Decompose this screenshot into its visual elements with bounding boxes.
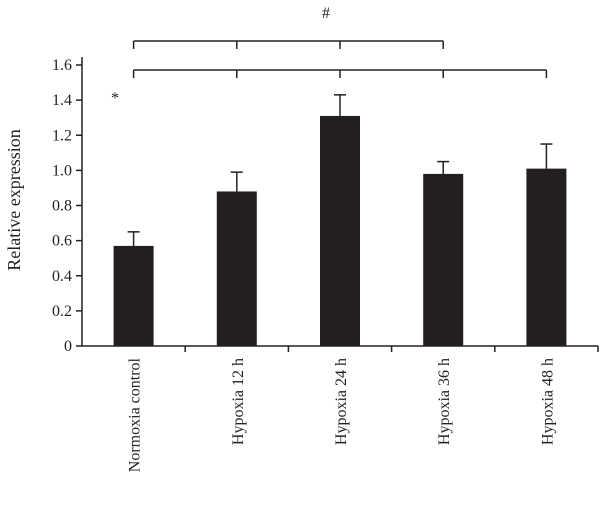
bar	[526, 168, 567, 346]
bar	[113, 245, 154, 346]
plot-area: 0 0.2 0.4 0.6 0.8 1.0 1.2 1.4 1.6 Normoxia contro…	[52, 40, 599, 472]
hash-annotation: #	[322, 5, 330, 22]
x-tick-label: Hypoxia 48 h	[539, 358, 556, 445]
star-annotation: *	[111, 90, 119, 107]
x-tick-label: Normoxia control	[127, 357, 144, 472]
y-tick-label: 0.4	[52, 268, 72, 285]
x-tick-label: Hypoxia 12 h	[230, 358, 247, 445]
y-tick-label: 1.4	[52, 92, 72, 109]
y-tick-label: 0.6	[52, 233, 72, 250]
bar	[423, 173, 464, 346]
y-tick-label: 0.2	[52, 303, 72, 320]
y-tick-label: 0	[64, 338, 72, 355]
x-tick-label: Hypoxia 24 h	[333, 358, 350, 445]
y-tick-label: 1.6	[52, 57, 72, 74]
y-axis-title: Relative expression	[4, 129, 24, 270]
y-tick-label: 1.0	[52, 162, 72, 179]
bar	[216, 191, 257, 346]
x-tick-label: Hypoxia 36 h	[436, 358, 453, 445]
bar	[320, 115, 360, 347]
y-tick-label: 0.8	[52, 198, 72, 215]
y-tick-label: 1.2	[52, 127, 72, 144]
